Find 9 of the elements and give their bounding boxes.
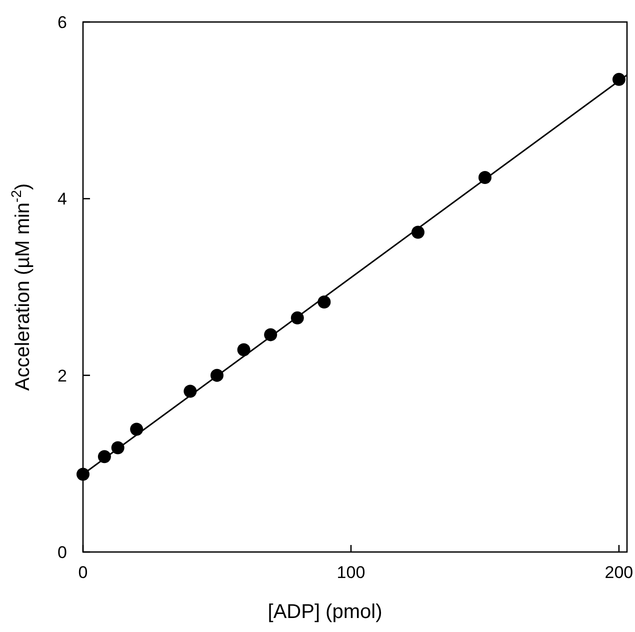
y-tick-label: 6	[58, 13, 67, 32]
y-tick-label: 2	[58, 366, 67, 386]
point	[237, 343, 250, 356]
x-tick-label: 100	[336, 563, 366, 582]
y-tick-label: 0	[58, 543, 67, 562]
x-tick-label: 200	[604, 563, 634, 582]
y-tick-label: 4	[58, 190, 67, 209]
x-tick-label: 0	[78, 563, 88, 582]
x-axis-title: [ADP] (pmol)	[268, 601, 382, 623]
